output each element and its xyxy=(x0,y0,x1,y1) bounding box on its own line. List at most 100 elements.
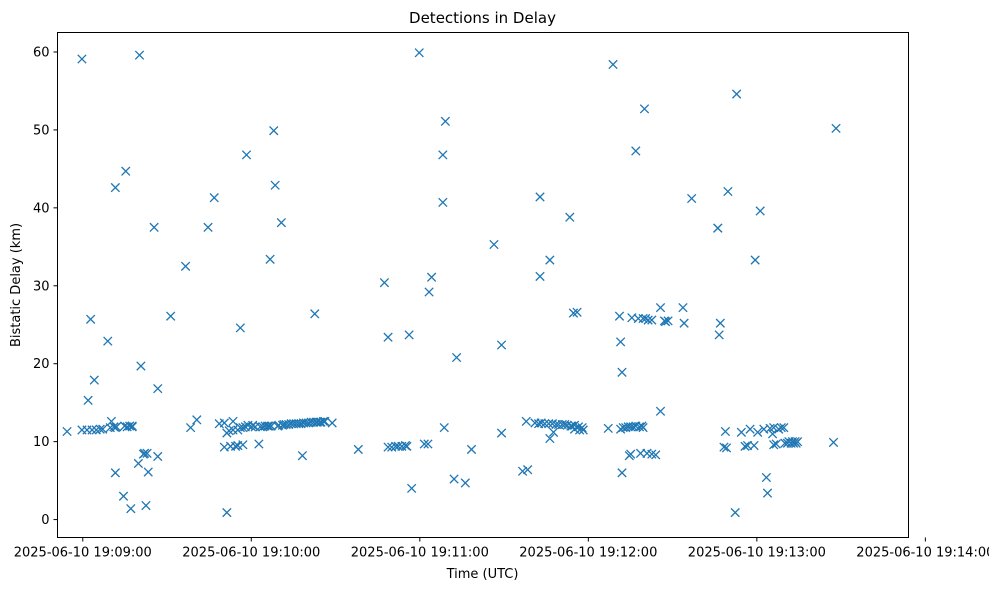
y-axis-ticks: 0 10 20 30 40 50 60 xyxy=(33,45,58,528)
data-point xyxy=(426,272,437,282)
data-point xyxy=(320,416,330,427)
data-point xyxy=(262,421,273,431)
data-point xyxy=(663,316,673,326)
data-point xyxy=(521,416,531,427)
data-point xyxy=(414,48,424,58)
data-point xyxy=(121,166,131,176)
data-point xyxy=(753,427,763,437)
data-point xyxy=(517,466,528,476)
data-point xyxy=(180,261,191,271)
data-point xyxy=(353,444,363,455)
data-point xyxy=(440,116,451,127)
data-point xyxy=(297,451,308,461)
data-point xyxy=(603,423,613,434)
x-tick-label: 2025-06-10 19:11:00 xyxy=(351,546,489,561)
data-point xyxy=(136,361,146,371)
data-point xyxy=(126,504,136,514)
data-point xyxy=(276,217,287,228)
data-point xyxy=(270,180,280,190)
data-point xyxy=(615,424,626,434)
data-point xyxy=(745,424,755,434)
data-point xyxy=(535,271,545,282)
data-point xyxy=(77,54,87,64)
data-point xyxy=(655,302,666,313)
y-tick-label: 0 xyxy=(41,513,49,528)
x-tick-label: 2025-06-10 19:13:00 xyxy=(688,546,826,561)
data-point xyxy=(828,437,839,448)
data-point xyxy=(565,212,575,222)
data-point xyxy=(219,418,229,428)
data-points xyxy=(62,48,841,518)
data-point xyxy=(721,443,732,453)
data-point xyxy=(125,421,135,431)
data-point xyxy=(62,426,72,437)
data-point xyxy=(496,428,507,438)
data-point xyxy=(134,50,145,60)
data-point xyxy=(402,441,412,451)
data-point xyxy=(769,440,779,450)
data-point xyxy=(139,448,150,458)
y-tick-label: 20 xyxy=(33,357,50,372)
plot-frame xyxy=(57,32,909,538)
data-point xyxy=(118,491,129,501)
data-point xyxy=(460,478,470,488)
data-point xyxy=(438,150,448,160)
data-point xyxy=(660,316,671,327)
data-point xyxy=(238,440,248,450)
data-point xyxy=(318,416,329,427)
data-point xyxy=(185,422,196,433)
data-point xyxy=(761,472,772,483)
data-point xyxy=(310,309,320,319)
data-point xyxy=(89,375,99,385)
data-point xyxy=(687,193,697,204)
data-point xyxy=(149,222,159,232)
data-point xyxy=(572,307,582,317)
data-point xyxy=(715,318,725,328)
data-point xyxy=(111,422,122,432)
data-point xyxy=(103,336,113,346)
data-point xyxy=(615,337,626,347)
data-point xyxy=(634,422,645,432)
data-point xyxy=(731,89,742,99)
data-point xyxy=(640,313,651,324)
y-axis-label: Bistatic Delay (km) xyxy=(9,223,24,347)
data-point xyxy=(451,352,462,363)
data-point xyxy=(110,468,121,478)
data-point xyxy=(133,458,144,469)
data-point xyxy=(633,313,643,324)
data-point xyxy=(792,436,803,447)
data-point xyxy=(545,255,555,265)
data-point xyxy=(750,255,760,265)
data-point xyxy=(489,239,499,250)
data-point xyxy=(714,330,724,340)
data-point xyxy=(548,427,559,437)
data-point xyxy=(560,419,570,430)
data-point xyxy=(269,126,279,136)
data-point xyxy=(439,422,449,433)
data-point xyxy=(771,439,781,449)
data-point xyxy=(779,422,789,433)
data-point xyxy=(141,500,151,511)
data-point xyxy=(235,323,245,333)
x-tick-label: 2025-06-10 19:09:00 xyxy=(14,546,152,561)
data-point xyxy=(264,421,274,431)
data-point xyxy=(419,439,429,449)
data-point xyxy=(87,425,97,435)
data-point xyxy=(496,340,507,350)
data-point xyxy=(241,150,252,160)
data-point xyxy=(438,197,448,208)
data-point xyxy=(626,449,636,459)
data-point xyxy=(730,507,740,518)
x-tick-label: 2025-06-10 19:10:00 xyxy=(182,546,320,561)
data-point xyxy=(327,418,337,428)
data-point xyxy=(383,332,393,342)
x-axis-ticks: 2025-06-10 19:09:00 2025-06-10 19:10:00 20… xyxy=(14,537,989,561)
x-axis-label: Time (UTC) xyxy=(446,567,519,582)
data-point xyxy=(749,440,759,451)
data-point xyxy=(723,186,733,197)
data-point xyxy=(545,433,555,444)
data-point xyxy=(617,468,627,478)
data-point xyxy=(209,193,219,203)
data-point xyxy=(153,451,163,462)
